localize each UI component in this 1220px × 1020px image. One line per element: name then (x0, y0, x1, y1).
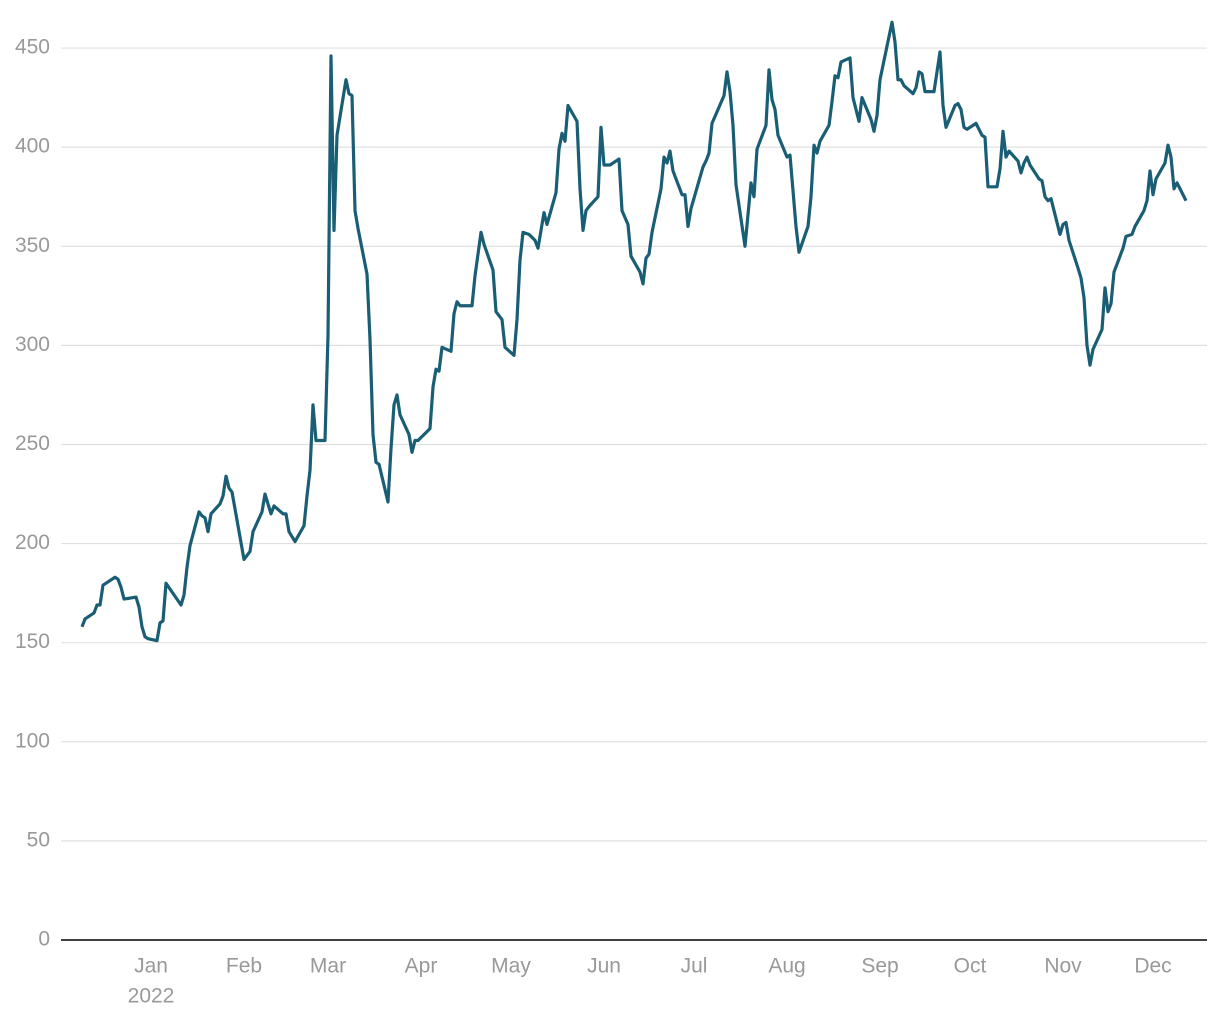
y-tick-label: 350 (15, 234, 50, 257)
y-tick-label: 200 (15, 531, 50, 554)
x-year-label: 2022 (128, 985, 175, 1008)
x-tick-label: Aug (768, 955, 805, 978)
x-tick-label: Jul (681, 955, 708, 978)
x-tick-label: Jan (134, 955, 168, 978)
y-tick-label: 100 (15, 729, 50, 752)
x-tick-label: Nov (1044, 955, 1082, 978)
x-tick-label: Sep (861, 955, 898, 978)
y-tick-label: 300 (15, 333, 50, 356)
y-tick-label: 250 (15, 432, 50, 455)
y-tick-label: 0 (38, 928, 50, 951)
x-tick-label: May (491, 955, 531, 978)
x-tick-label: Mar (310, 955, 346, 978)
x-tick-label: Apr (405, 955, 438, 978)
line-series (80, 20, 1188, 643)
y-tick-label: 400 (15, 135, 50, 158)
x-tick-label: Dec (1134, 955, 1171, 978)
x-tick-label: Feb (226, 955, 262, 978)
y-tick-label: 50 (27, 828, 50, 851)
y-tick-label: 450 (15, 36, 50, 59)
x-tick-label: Oct (954, 955, 987, 978)
x-tick-label: Jun (587, 955, 621, 978)
y-tick-label: 150 (15, 630, 50, 653)
